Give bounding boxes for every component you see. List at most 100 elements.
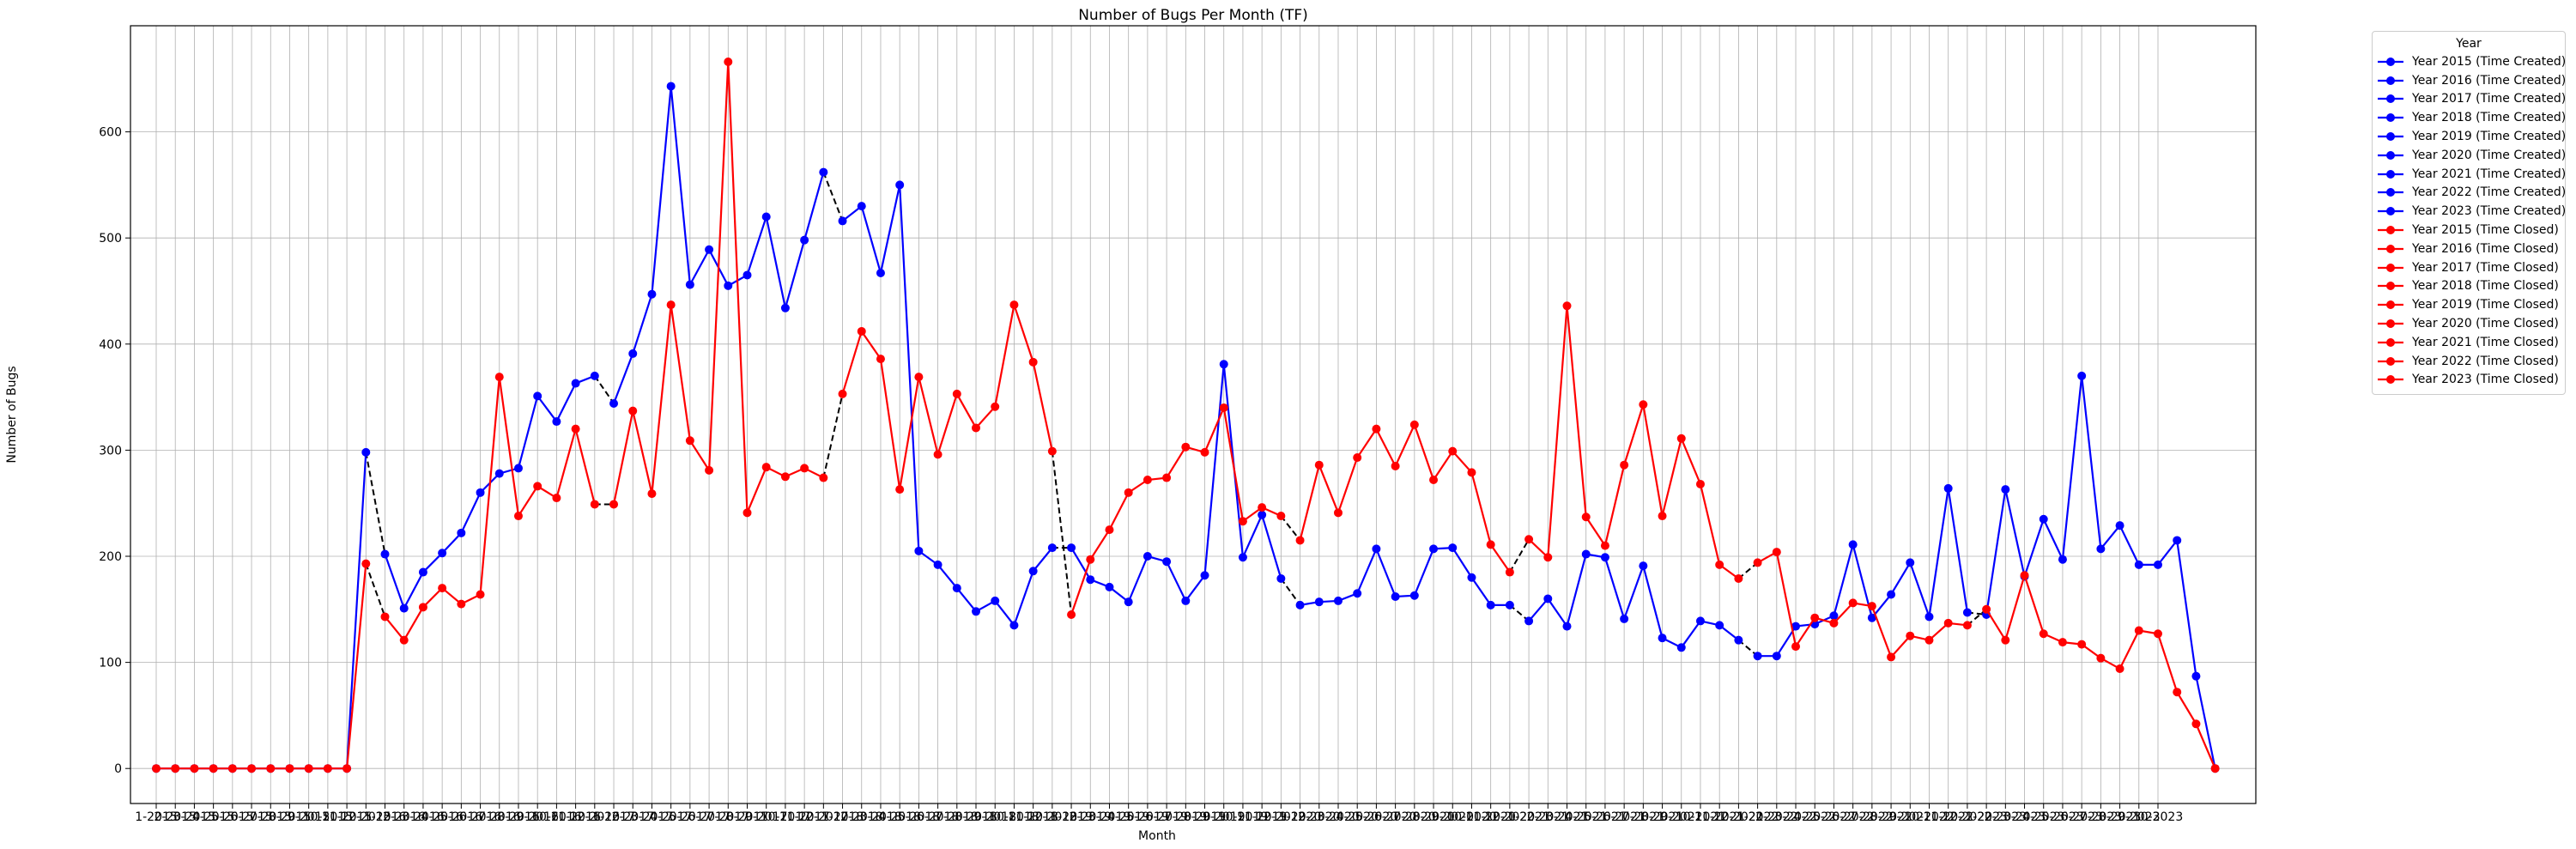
legend-swatch xyxy=(2378,94,2403,104)
data-point xyxy=(399,635,409,645)
x-tick-label: 12-2016 xyxy=(570,810,621,824)
legend-swatch-marker xyxy=(2386,132,2395,142)
y-tick-label: 100 xyxy=(99,657,122,670)
data-point xyxy=(761,212,771,221)
data-point xyxy=(1943,483,1953,493)
data-point xyxy=(1924,635,1934,645)
x-tick-label: 4-2022 xyxy=(1793,810,1836,824)
x-tick-label: 5-2017 xyxy=(669,810,712,824)
data-point xyxy=(266,764,276,773)
data-point xyxy=(857,202,866,211)
x-tick-label: 4-2020 xyxy=(1336,810,1379,824)
data-point xyxy=(972,607,981,616)
y-tick-label: 500 xyxy=(99,232,122,246)
series-closed xyxy=(838,300,1057,494)
x-tick-label: 5-2015 xyxy=(211,810,254,824)
data-point xyxy=(628,349,638,358)
data-point xyxy=(1009,621,1019,630)
series-closed xyxy=(1753,548,1972,662)
x-tick-label: 11-2018 xyxy=(1008,810,1058,824)
x-tick-label: 11-2020 xyxy=(1465,810,1516,824)
data-point xyxy=(361,447,371,457)
data-point xyxy=(1391,591,1400,601)
legend-item: Year 2022 (Time Closed) xyxy=(2373,352,2565,371)
x-tick-label: 9-2016 xyxy=(516,810,559,824)
series-closed xyxy=(1295,420,1514,577)
data-point xyxy=(1982,604,1991,614)
x-tick-label: 2-2018 xyxy=(840,810,883,824)
year-connector-line xyxy=(365,452,386,555)
x-axis: 1-20152-20153-20154-20155-20156-20157-20… xyxy=(135,804,2183,824)
data-point xyxy=(1543,553,1553,562)
data-point xyxy=(876,268,885,277)
series-closed xyxy=(380,373,599,645)
legend-item: Year 2018 (Time Created) xyxy=(2373,108,2566,127)
data-point xyxy=(1047,543,1057,553)
legend-item: Year 2015 (Time Created) xyxy=(2373,52,2566,71)
x-tick-label: 1-2022 xyxy=(1737,810,1779,824)
x-tick-label: 3-2018 xyxy=(859,810,902,824)
x-tick-label: 1-2023 xyxy=(1965,810,2008,824)
x-tick-label: 6-2022 xyxy=(1832,810,1875,824)
data-point xyxy=(609,399,619,409)
series-line xyxy=(841,300,1053,490)
x-tick-label: 9-2023 xyxy=(2118,810,2161,824)
data-point xyxy=(800,464,809,473)
x-tick-label: 3-2023 xyxy=(2003,810,2046,824)
data-point xyxy=(1028,357,1038,367)
legend-swatch xyxy=(2378,263,2403,272)
x-tick-label: 1-2020 xyxy=(1279,810,1322,824)
x-tick-label: 11-2015 xyxy=(322,810,373,824)
grid-lines xyxy=(130,26,2256,804)
legend-item: Year 2023 (Time Closed) xyxy=(2373,371,2565,390)
data-point xyxy=(323,764,332,773)
x-tick-label: 2-2017 xyxy=(611,810,654,824)
data-point xyxy=(476,488,485,497)
data-point xyxy=(571,379,580,388)
x-tick-label: 6-2020 xyxy=(1374,810,1417,824)
x-tick-label: 1-2018 xyxy=(821,810,864,824)
data-point xyxy=(780,472,790,482)
data-point xyxy=(1906,631,1915,640)
legend-item: Year 2017 (Time Created) xyxy=(2373,90,2566,109)
data-point xyxy=(666,300,676,310)
data-point xyxy=(1734,635,1743,645)
data-point xyxy=(1067,609,1076,619)
x-tick-label: 8-2020 xyxy=(1412,810,1455,824)
x-tick-label: 8-2018 xyxy=(955,810,997,824)
series-line xyxy=(1299,421,1511,573)
legend-swatch-marker xyxy=(2386,57,2395,66)
x-tick-label: 4-2018 xyxy=(878,810,921,824)
legend-swatch-marker xyxy=(2386,226,2395,235)
data-point xyxy=(2115,664,2124,674)
x-tick-label: 9-2021 xyxy=(1660,810,1703,824)
legend-swatch-marker xyxy=(2386,76,2395,85)
x-tick-label: 7-2019 xyxy=(1165,810,1208,824)
x-tick-label: 7-2021 xyxy=(1622,810,1665,824)
data-point xyxy=(1391,461,1400,470)
data-point xyxy=(1906,558,1915,567)
series-line xyxy=(1528,306,1740,579)
series-created xyxy=(838,180,1057,630)
legend-swatch-marker xyxy=(2386,337,2395,347)
data-point xyxy=(1600,553,1609,562)
plot-area-frame xyxy=(130,25,2257,804)
data-point xyxy=(1219,403,1228,412)
x-tick-label: 10-2020 xyxy=(1446,810,1497,824)
data-point xyxy=(1543,594,1553,603)
x-tick-label: 5-2016 xyxy=(440,810,483,824)
series-layer xyxy=(152,58,2220,773)
legend-label: Year 2021 (Time Created) xyxy=(2412,167,2567,181)
legend-swatch xyxy=(2378,188,2403,197)
data-point xyxy=(991,596,1000,605)
data-point xyxy=(2077,371,2087,380)
x-tick-label: 11-2016 xyxy=(550,810,601,824)
data-point xyxy=(1105,525,1114,535)
legend-swatch-marker xyxy=(2386,319,2395,329)
x-tick-label: 2-2016 xyxy=(383,810,426,824)
data-point xyxy=(2039,629,2048,639)
legend-swatch xyxy=(2378,226,2403,235)
x-tick-label: 11-2021 xyxy=(1694,810,1745,824)
x-tick-label: 5-2021 xyxy=(1584,810,1627,824)
